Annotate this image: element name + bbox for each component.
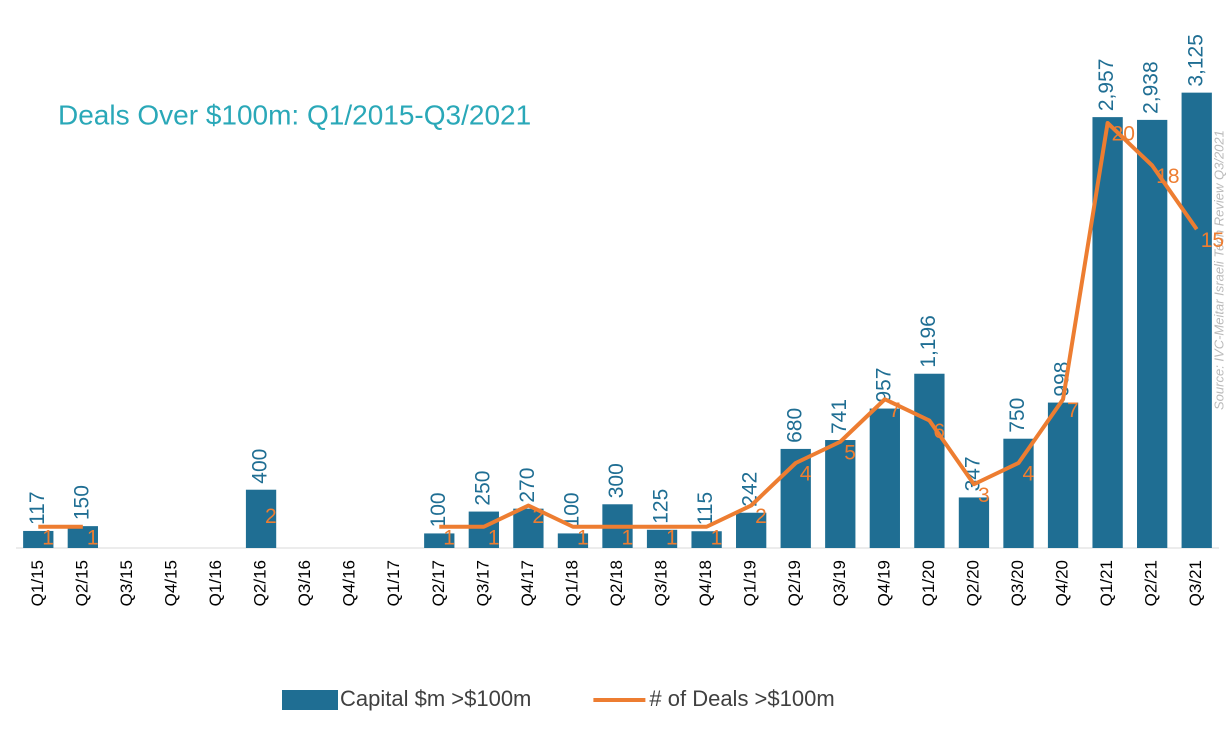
bar	[23, 530, 54, 548]
bar-value-label: 150	[70, 485, 93, 520]
x-tick-label: Q2/17	[429, 560, 448, 606]
bar-value-label: 270	[516, 468, 539, 503]
bar	[914, 373, 945, 548]
line-value-label: 1	[443, 526, 455, 549]
x-tick-label: Q1/21	[1097, 560, 1116, 606]
line-value-label: 6	[933, 420, 945, 443]
source-note: Source: IVC-Meitar Israeli Tech Review Q…	[1211, 130, 1226, 410]
bar	[67, 526, 98, 548]
bar	[1003, 438, 1034, 548]
bar-value-label: 100	[560, 492, 583, 527]
line-value-label: 7	[889, 399, 901, 422]
bar-value-label: 242	[739, 472, 762, 507]
line-value-label: 15	[1201, 229, 1224, 252]
chart-title: Deals Over $100m: Q1/2015-Q3/2021	[58, 99, 531, 130]
line-value-label: 1	[622, 526, 634, 549]
bar-value-label: 117	[26, 491, 49, 524]
x-tick-label: Q3/21	[1186, 560, 1205, 606]
bar	[424, 533, 455, 548]
bar	[646, 529, 678, 548]
x-tick-label: Q1/20	[919, 560, 938, 606]
bar	[468, 511, 499, 548]
line-value-label: 2	[755, 505, 767, 528]
bar-value-label: 2,957	[1095, 59, 1118, 112]
bar	[736, 512, 767, 548]
line-value-label: 2	[532, 505, 544, 528]
x-tick-label: Q4/16	[340, 560, 359, 606]
bar-value-label: 2,938	[1140, 61, 1163, 114]
bar-value-label: 100	[427, 492, 450, 527]
bar	[513, 508, 544, 548]
x-tick-label: Q1/17	[384, 560, 403, 606]
x-tick-label: Q2/15	[72, 560, 91, 606]
line-value-label: 1	[42, 526, 54, 549]
x-tick-label: Q4/20	[1053, 560, 1072, 606]
line-value-label: 1	[666, 526, 678, 549]
line-value-label: 20	[1112, 123, 1135, 146]
bar	[245, 489, 277, 548]
line-value-label: 7	[1067, 399, 1079, 422]
bar	[1047, 402, 1079, 548]
x-tick-label: Q4/18	[696, 560, 715, 606]
line-value-label: 1	[488, 526, 500, 549]
line	[38, 121, 1199, 529]
bar-value-label: 125	[650, 489, 673, 524]
legend-swatch	[282, 690, 338, 710]
line-value-label: 4	[800, 463, 812, 486]
bar	[825, 440, 856, 548]
x-tick-label: Q2/18	[607, 560, 626, 606]
bar-value-label: 957	[872, 368, 895, 403]
line-value-label: 5	[844, 441, 856, 464]
line-value-label: 1	[577, 526, 589, 549]
bar-value-label: 400	[249, 449, 272, 484]
x-tick-label: Q1/15	[28, 560, 47, 606]
x-tick-label: Q2/21	[1142, 560, 1161, 606]
bar-value-label: 3,125	[1184, 34, 1207, 87]
line-value-label: 1	[87, 526, 99, 549]
x-tick-label: Q3/20	[1008, 560, 1027, 606]
legend-label: # of Deals >$100m	[649, 686, 834, 711]
bar	[1181, 92, 1212, 549]
bar-value-label: 115	[694, 492, 717, 525]
x-tick-label: Q4/15	[161, 560, 180, 606]
bar-value-label: 300	[605, 463, 628, 498]
x-tick-label: Q2/20	[963, 560, 982, 606]
x-tick-label: Q3/19	[830, 560, 849, 606]
bar-value-label: 741	[828, 399, 851, 434]
bar	[691, 531, 722, 548]
bar	[557, 533, 589, 548]
bar-value-label: 1,196	[917, 315, 940, 368]
legend-label: Capital $m >$100m	[340, 686, 531, 711]
x-tick-label: Q3/16	[295, 560, 314, 606]
x-tick-label: Q3/15	[117, 560, 136, 606]
bar	[869, 408, 900, 548]
x-tick-label: Q3/17	[473, 560, 492, 606]
bar	[958, 497, 990, 548]
bar-value-label: 750	[1006, 398, 1029, 433]
x-tick-label: Q2/16	[251, 560, 270, 606]
x-tick-label: Q2/19	[785, 560, 804, 606]
line-value-label: 3	[978, 484, 990, 507]
line-value-label: 4	[1023, 463, 1035, 486]
x-tick-label: Q4/17	[518, 560, 537, 606]
bar-value-label: 250	[471, 471, 494, 506]
line-value-label: 1	[711, 526, 723, 549]
x-tick-label: Q1/18	[562, 560, 581, 606]
line-value-label: 2	[265, 505, 277, 528]
bar-value-label: 680	[783, 408, 806, 443]
x-tick-label: Q3/18	[652, 560, 671, 606]
x-tick-label: Q1/16	[206, 560, 225, 606]
bar	[1137, 119, 1168, 549]
line-value-label: 18	[1156, 165, 1179, 188]
x-tick-label: Q1/19	[741, 560, 760, 606]
x-tick-label: Q4/19	[874, 560, 893, 606]
